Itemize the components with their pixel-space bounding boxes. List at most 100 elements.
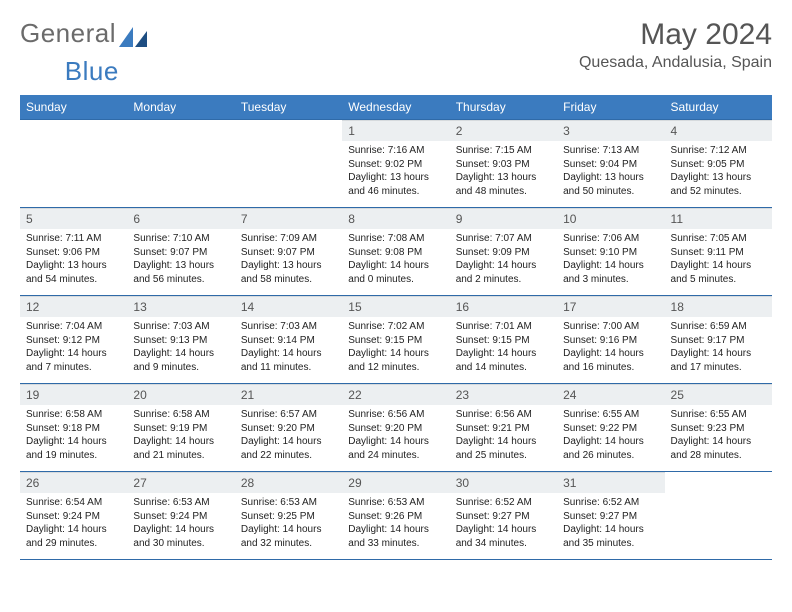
day-number: 17 — [557, 296, 664, 317]
calendar-row: 19Sunrise: 6:58 AMSunset: 9:18 PMDayligh… — [20, 384, 772, 472]
logo-text-2: Blue — [65, 56, 119, 87]
calendar-row: 12Sunrise: 7:04 AMSunset: 9:12 PMDayligh… — [20, 296, 772, 384]
day-number: 28 — [235, 472, 342, 493]
day-details: Sunrise: 7:15 AMSunset: 9:03 PMDaylight:… — [450, 141, 557, 202]
calendar-cell: 23Sunrise: 6:56 AMSunset: 9:21 PMDayligh… — [450, 384, 557, 472]
day-details: Sunrise: 7:01 AMSunset: 9:15 PMDaylight:… — [450, 317, 557, 378]
day-details: Sunrise: 7:06 AMSunset: 9:10 PMDaylight:… — [557, 229, 664, 290]
day-details: Sunrise: 7:03 AMSunset: 9:14 PMDaylight:… — [235, 317, 342, 378]
day-number: 12 — [20, 296, 127, 317]
day-details: Sunrise: 7:03 AMSunset: 9:13 PMDaylight:… — [127, 317, 234, 378]
weekday-header: Sunday — [20, 95, 127, 120]
calendar-cell: 31Sunrise: 6:52 AMSunset: 9:27 PMDayligh… — [557, 472, 664, 560]
day-number: 24 — [557, 384, 664, 405]
day-number: 6 — [127, 208, 234, 229]
weekday-header: Tuesday — [235, 95, 342, 120]
day-number: 9 — [450, 208, 557, 229]
calendar-cell: 5Sunrise: 7:11 AMSunset: 9:06 PMDaylight… — [20, 208, 127, 296]
day-details: Sunrise: 6:58 AMSunset: 9:18 PMDaylight:… — [20, 405, 127, 466]
calendar-cell: 13Sunrise: 7:03 AMSunset: 9:13 PMDayligh… — [127, 296, 234, 384]
day-details: Sunrise: 7:11 AMSunset: 9:06 PMDaylight:… — [20, 229, 127, 290]
calendar-cell-empty: .. — [20, 120, 127, 208]
calendar-cell: 4Sunrise: 7:12 AMSunset: 9:05 PMDaylight… — [665, 120, 772, 208]
day-number: 8 — [342, 208, 449, 229]
day-details: Sunrise: 7:00 AMSunset: 9:16 PMDaylight:… — [557, 317, 664, 378]
calendar-cell: 1Sunrise: 7:16 AMSunset: 9:02 PMDaylight… — [342, 120, 449, 208]
day-number: 30 — [450, 472, 557, 493]
calendar-cell: 14Sunrise: 7:03 AMSunset: 9:14 PMDayligh… — [235, 296, 342, 384]
weekday-header: Wednesday — [342, 95, 449, 120]
calendar-cell: 2Sunrise: 7:15 AMSunset: 9:03 PMDaylight… — [450, 120, 557, 208]
day-details: Sunrise: 6:52 AMSunset: 9:27 PMDaylight:… — [557, 493, 664, 554]
day-number: 31 — [557, 472, 664, 493]
calendar-cell: 9Sunrise: 7:07 AMSunset: 9:09 PMDaylight… — [450, 208, 557, 296]
calendar-cell: 6Sunrise: 7:10 AMSunset: 9:07 PMDaylight… — [127, 208, 234, 296]
calendar-row: 26Sunrise: 6:54 AMSunset: 9:24 PMDayligh… — [20, 472, 772, 560]
day-number: 20 — [127, 384, 234, 405]
day-number: 16 — [450, 296, 557, 317]
day-number: 4 — [665, 120, 772, 141]
calendar-cell: 16Sunrise: 7:01 AMSunset: 9:15 PMDayligh… — [450, 296, 557, 384]
calendar-cell: 19Sunrise: 6:58 AMSunset: 9:18 PMDayligh… — [20, 384, 127, 472]
day-number: 14 — [235, 296, 342, 317]
calendar-row: 5Sunrise: 7:11 AMSunset: 9:06 PMDaylight… — [20, 208, 772, 296]
calendar-cell: 25Sunrise: 6:55 AMSunset: 9:23 PMDayligh… — [665, 384, 772, 472]
day-details: Sunrise: 6:55 AMSunset: 9:23 PMDaylight:… — [665, 405, 772, 466]
calendar-cell: 27Sunrise: 6:53 AMSunset: 9:24 PMDayligh… — [127, 472, 234, 560]
calendar-cell-empty: .. — [235, 120, 342, 208]
day-details: Sunrise: 6:52 AMSunset: 9:27 PMDaylight:… — [450, 493, 557, 554]
day-number: 11 — [665, 208, 772, 229]
location: Quesada, Andalusia, Spain — [579, 54, 772, 72]
day-number: 2 — [450, 120, 557, 141]
calendar-cell: 7Sunrise: 7:09 AMSunset: 9:07 PMDaylight… — [235, 208, 342, 296]
weekday-header: Thursday — [450, 95, 557, 120]
day-number: 7 — [235, 208, 342, 229]
weekday-header: Friday — [557, 95, 664, 120]
day-number: 21 — [235, 384, 342, 405]
day-number: 25 — [665, 384, 772, 405]
day-number: 19 — [20, 384, 127, 405]
day-details: Sunrise: 7:07 AMSunset: 9:09 PMDaylight:… — [450, 229, 557, 290]
day-details: Sunrise: 6:53 AMSunset: 9:26 PMDaylight:… — [342, 493, 449, 554]
day-details: Sunrise: 7:09 AMSunset: 9:07 PMDaylight:… — [235, 229, 342, 290]
day-details: Sunrise: 6:56 AMSunset: 9:20 PMDaylight:… — [342, 405, 449, 466]
calendar-cell: 30Sunrise: 6:52 AMSunset: 9:27 PMDayligh… — [450, 472, 557, 560]
calendar-cell: 21Sunrise: 6:57 AMSunset: 9:20 PMDayligh… — [235, 384, 342, 472]
weekday-header: Monday — [127, 95, 234, 120]
calendar-cell: 26Sunrise: 6:54 AMSunset: 9:24 PMDayligh… — [20, 472, 127, 560]
day-number: 23 — [450, 384, 557, 405]
calendar-cell: 12Sunrise: 7:04 AMSunset: 9:12 PMDayligh… — [20, 296, 127, 384]
calendar-body: ......1Sunrise: 7:16 AMSunset: 9:02 PMDa… — [20, 120, 772, 560]
calendar-cell: 3Sunrise: 7:13 AMSunset: 9:04 PMDaylight… — [557, 120, 664, 208]
day-details: Sunrise: 7:12 AMSunset: 9:05 PMDaylight:… — [665, 141, 772, 202]
day-number: 29 — [342, 472, 449, 493]
calendar-cell: 10Sunrise: 7:06 AMSunset: 9:10 PMDayligh… — [557, 208, 664, 296]
day-details: Sunrise: 6:58 AMSunset: 9:19 PMDaylight:… — [127, 405, 234, 466]
day-details: Sunrise: 6:59 AMSunset: 9:17 PMDaylight:… — [665, 317, 772, 378]
day-details: Sunrise: 6:55 AMSunset: 9:22 PMDaylight:… — [557, 405, 664, 466]
day-details: Sunrise: 7:05 AMSunset: 9:11 PMDaylight:… — [665, 229, 772, 290]
day-number: 15 — [342, 296, 449, 317]
title-block: May 2024 Quesada, Andalusia, Spain — [579, 18, 772, 72]
calendar-cell: 22Sunrise: 6:56 AMSunset: 9:20 PMDayligh… — [342, 384, 449, 472]
day-details: Sunrise: 6:54 AMSunset: 9:24 PMDaylight:… — [20, 493, 127, 554]
calendar-cell: 18Sunrise: 6:59 AMSunset: 9:17 PMDayligh… — [665, 296, 772, 384]
day-number: 5 — [20, 208, 127, 229]
day-details: Sunrise: 6:56 AMSunset: 9:21 PMDaylight:… — [450, 405, 557, 466]
day-number: 18 — [665, 296, 772, 317]
day-number: 26 — [20, 472, 127, 493]
day-number: 22 — [342, 384, 449, 405]
day-number: 27 — [127, 472, 234, 493]
day-details: Sunrise: 7:02 AMSunset: 9:15 PMDaylight:… — [342, 317, 449, 378]
calendar-cell: 11Sunrise: 7:05 AMSunset: 9:11 PMDayligh… — [665, 208, 772, 296]
day-number: 13 — [127, 296, 234, 317]
calendar-cell: 24Sunrise: 6:55 AMSunset: 9:22 PMDayligh… — [557, 384, 664, 472]
day-number: 10 — [557, 208, 664, 229]
day-details: Sunrise: 6:53 AMSunset: 9:24 PMDaylight:… — [127, 493, 234, 554]
calendar-cell: 20Sunrise: 6:58 AMSunset: 9:19 PMDayligh… — [127, 384, 234, 472]
day-details: Sunrise: 7:13 AMSunset: 9:04 PMDaylight:… — [557, 141, 664, 202]
day-details: Sunrise: 6:57 AMSunset: 9:20 PMDaylight:… — [235, 405, 342, 466]
day-details: Sunrise: 7:16 AMSunset: 9:02 PMDaylight:… — [342, 141, 449, 202]
weekday-row: Sunday Monday Tuesday Wednesday Thursday… — [20, 95, 772, 120]
day-number: 1 — [342, 120, 449, 141]
